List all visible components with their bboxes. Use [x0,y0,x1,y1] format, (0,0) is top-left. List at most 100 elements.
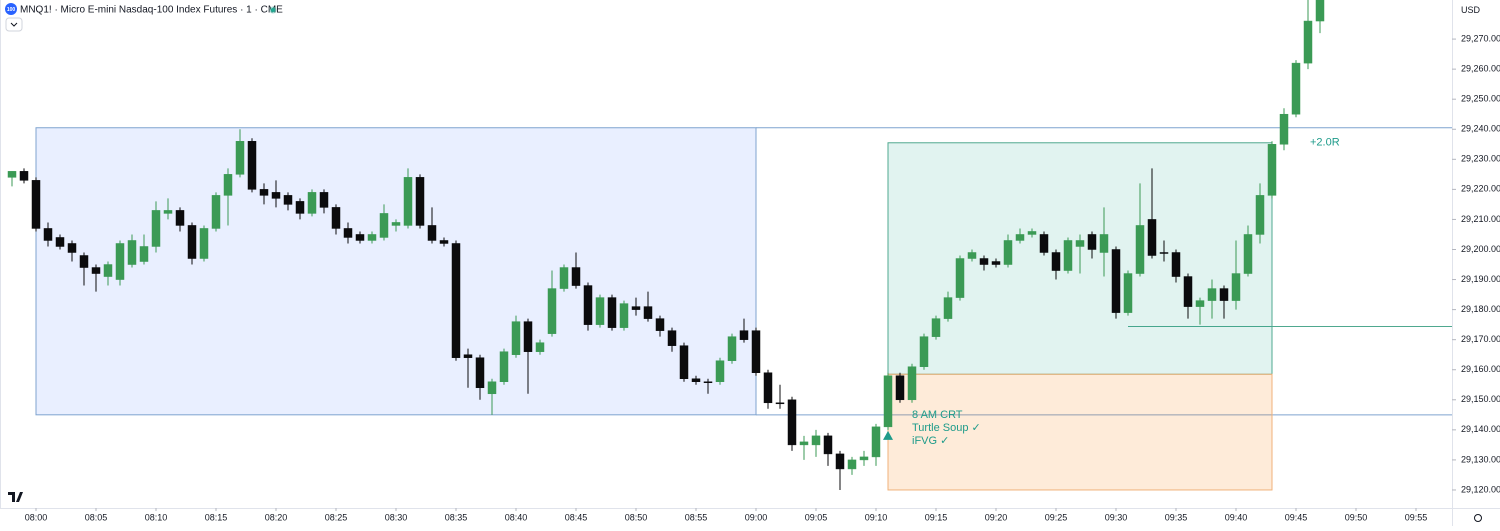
candle-body [1315,0,1325,22]
candle-body [1051,252,1061,271]
candle-body [859,456,869,461]
candle-body [1255,195,1265,235]
x-tick-label: 09:25 [1045,512,1068,522]
candle-body [1159,252,1169,254]
candle-body [895,375,905,401]
y-tick-label: 29,130.00 [1461,454,1500,464]
candle-body [319,192,329,208]
plot-area: +2.0R [7,0,1452,491]
note: 8 AM CRT [912,409,963,421]
candle-body [79,255,89,268]
candle-body [1183,276,1193,307]
position-label: +2.0R [1310,137,1340,149]
candle-body [1243,234,1253,274]
candle-body [1291,62,1301,115]
candle-body [1135,225,1145,274]
candle-body [499,351,509,383]
candle-body [331,207,341,229]
range-box [35,127,757,416]
candle-body [835,453,845,470]
candle-body [703,381,713,384]
chart-title: MNQ1! · Micro E-mini Nasdaq-100 Index Fu… [20,5,283,16]
candle-body [523,321,533,352]
candle-body [1099,234,1109,253]
chevron [10,22,18,27]
x-tick-label: 09:50 [1345,512,1368,522]
candle-body [67,243,77,253]
candle-body [295,201,305,214]
candle-body [103,264,113,277]
candle-body [163,210,173,214]
candle-body [739,330,749,340]
candle-body [487,381,497,395]
candle-body [367,234,377,241]
candle-body [631,306,641,310]
candle-body [1039,234,1049,253]
candle-body [1231,273,1241,301]
x-tick-label: 08:05 [85,512,108,522]
candle-body [847,459,857,470]
x-tick-label: 08:15 [205,512,228,522]
candle-body [907,366,917,401]
candle-body [391,222,401,226]
candle-body [1111,249,1121,313]
candle-body [811,435,821,446]
candle-body [931,318,941,337]
candle-body [475,357,485,389]
candle-body [763,372,773,404]
y-tick-label: 29,150.00 [1461,394,1500,404]
candle-body [871,426,881,458]
candle-body [643,306,653,319]
candle-body [31,180,41,229]
y-tick-label: 29,260.00 [1461,64,1500,74]
candle-body [1303,20,1313,64]
candle-body [1015,234,1025,241]
candle-body [751,330,761,373]
x-tick-label: 08:55 [685,512,708,522]
candle-body [775,402,785,405]
candle-body [535,342,545,352]
x-tick-label: 09:00 [745,512,768,522]
candle-body [19,171,29,181]
candle-body [1207,288,1217,301]
candle-body [271,192,281,199]
y-tick-label: 29,230.00 [1461,154,1500,164]
collapse-button[interactable] [5,17,23,32]
settings-icon[interactable] [1474,514,1482,522]
y-tick-label: 29,210.00 [1461,214,1500,224]
candle-body [1267,144,1277,196]
y-tick-label: 29,220.00 [1461,184,1500,194]
candle-body [943,297,953,319]
candle-body [199,228,209,259]
candle-body [715,360,725,383]
candle-body [247,141,257,190]
candle-body [1123,273,1133,313]
candle-body [211,195,221,229]
x-tick-label: 09:40 [1225,512,1248,522]
candle-body [991,261,1001,265]
candle-body [223,174,233,196]
currency-button[interactable] [1456,3,1496,18]
y-tick-label: 29,250.00 [1461,94,1500,104]
tv-logo [8,492,23,502]
x-tick-label: 09:10 [865,512,888,522]
candle-body [919,336,929,367]
candle-body [55,237,65,247]
candle-body [583,285,593,325]
candle-body [7,171,17,178]
candle-body [403,177,413,226]
candle-body [43,228,53,241]
candle-body [1279,113,1289,145]
candle-body [607,297,617,328]
candle-body [379,213,389,238]
candle-body [427,225,437,241]
candle-body [967,252,977,259]
candle-body [1075,240,1085,247]
y-tick-label: 29,240.00 [1461,124,1500,134]
candle-body [439,240,449,244]
x-tick-label: 08:40 [505,512,528,522]
candle-body [355,234,365,241]
candle-body [667,330,677,346]
candle-body [139,246,149,262]
